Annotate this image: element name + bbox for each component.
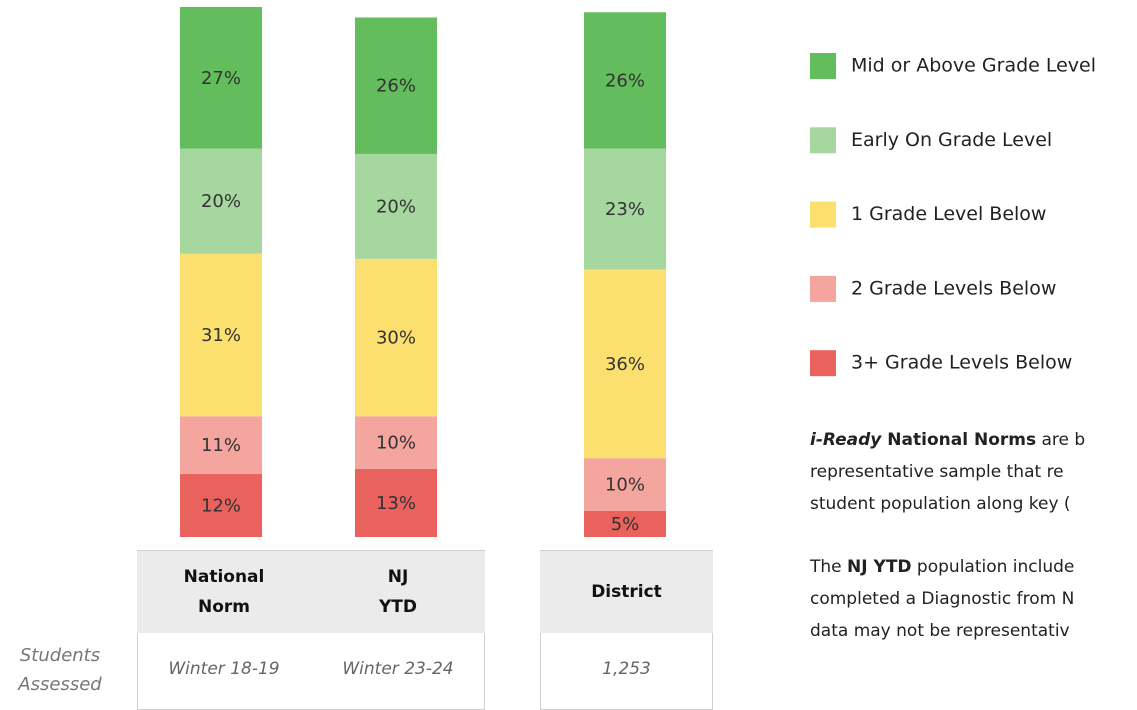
legend-label: Mid or Above Grade Level bbox=[851, 55, 1096, 77]
bar-segment bbox=[355, 416, 437, 469]
legend-label: Early On Grade Level bbox=[851, 129, 1052, 151]
note-run: data may not be representativ bbox=[810, 621, 1070, 641]
data-label: 30% bbox=[376, 328, 416, 349]
header-cell-text: National Norm bbox=[183, 567, 265, 617]
legend-label: 1 Grade Level Below bbox=[851, 203, 1046, 225]
note-line: student population along key ( bbox=[810, 494, 1071, 514]
value-cell-text: Winter 23-24 bbox=[342, 659, 454, 679]
bar-segment bbox=[180, 148, 262, 254]
legend-label: 2 Grade Levels Below bbox=[851, 277, 1056, 299]
legend-swatch bbox=[810, 127, 836, 154]
bar-segment bbox=[584, 510, 666, 537]
legend-swatch bbox=[810, 275, 836, 302]
legend-swatch bbox=[810, 53, 836, 79]
header-cell-text: District bbox=[591, 582, 662, 602]
data-label: 11% bbox=[201, 435, 241, 456]
data-label: 26% bbox=[605, 70, 645, 91]
note-run: The bbox=[809, 557, 847, 577]
bar-segment bbox=[180, 416, 262, 475]
note-line: data may not be representativ bbox=[810, 621, 1070, 641]
data-label: 5% bbox=[611, 514, 640, 535]
bar-segment bbox=[584, 269, 666, 459]
header-cell: NJ YTD bbox=[311, 551, 485, 633]
note-line: The NJ YTD population include bbox=[809, 557, 1074, 577]
note-line: representative sample that re bbox=[810, 462, 1064, 482]
data-label: 12% bbox=[201, 496, 241, 517]
note-run: population include bbox=[912, 557, 1075, 577]
data-label: 31% bbox=[201, 325, 241, 346]
value-cell-text: 1,253 bbox=[602, 659, 651, 679]
bar-segment bbox=[584, 458, 666, 511]
data-label: 27% bbox=[201, 68, 241, 89]
bar-segment bbox=[355, 153, 437, 259]
note-run: NJ YTD bbox=[847, 557, 912, 577]
legend-swatch bbox=[810, 350, 836, 377]
value-cell-text: Winter 18-19 bbox=[168, 659, 280, 679]
bar-segment bbox=[584, 12, 666, 149]
data-label: 20% bbox=[376, 196, 416, 217]
data-label: 26% bbox=[376, 76, 416, 97]
row-label: Students Assessed bbox=[5, 636, 115, 704]
note-run: representative sample that re bbox=[810, 462, 1064, 482]
data-label: 23% bbox=[605, 199, 645, 220]
data-label: 10% bbox=[376, 433, 416, 454]
note-run: completed a Diagnostic from N bbox=[810, 589, 1074, 609]
row-label-text: Students Assessed bbox=[18, 645, 102, 695]
header-cell-text: NJ YTD bbox=[378, 567, 418, 617]
note-line: completed a Diagnostic from N bbox=[810, 589, 1074, 609]
bar-segment bbox=[355, 17, 437, 154]
data-label: 20% bbox=[201, 191, 241, 212]
bar-segment bbox=[180, 474, 262, 537]
value-cell: 1,253 bbox=[540, 633, 713, 705]
header-cell: District bbox=[540, 551, 713, 633]
bar-segment bbox=[355, 258, 437, 417]
note-run: National Norms bbox=[881, 430, 1036, 450]
note-run: student population along key ( bbox=[810, 494, 1071, 514]
bar-segment bbox=[584, 148, 666, 270]
bar-segment bbox=[180, 253, 262, 417]
legend-label: 3+ Grade Levels Below bbox=[851, 352, 1072, 374]
data-label: 13% bbox=[376, 493, 416, 514]
data-label: 36% bbox=[605, 354, 645, 375]
bar-segment bbox=[355, 468, 437, 537]
note-run: i-Ready bbox=[810, 430, 882, 450]
header-cell: National Norm bbox=[137, 551, 311, 633]
note-line: i-Ready National Norms are b bbox=[810, 430, 1085, 450]
value-cell: Winter 18-19 bbox=[137, 633, 311, 705]
bar-segment bbox=[180, 7, 262, 149]
data-label: 10% bbox=[605, 475, 645, 496]
value-cell: Winter 23-24 bbox=[311, 633, 485, 705]
legend-swatch bbox=[810, 201, 836, 228]
note-run: are b bbox=[1036, 430, 1085, 450]
